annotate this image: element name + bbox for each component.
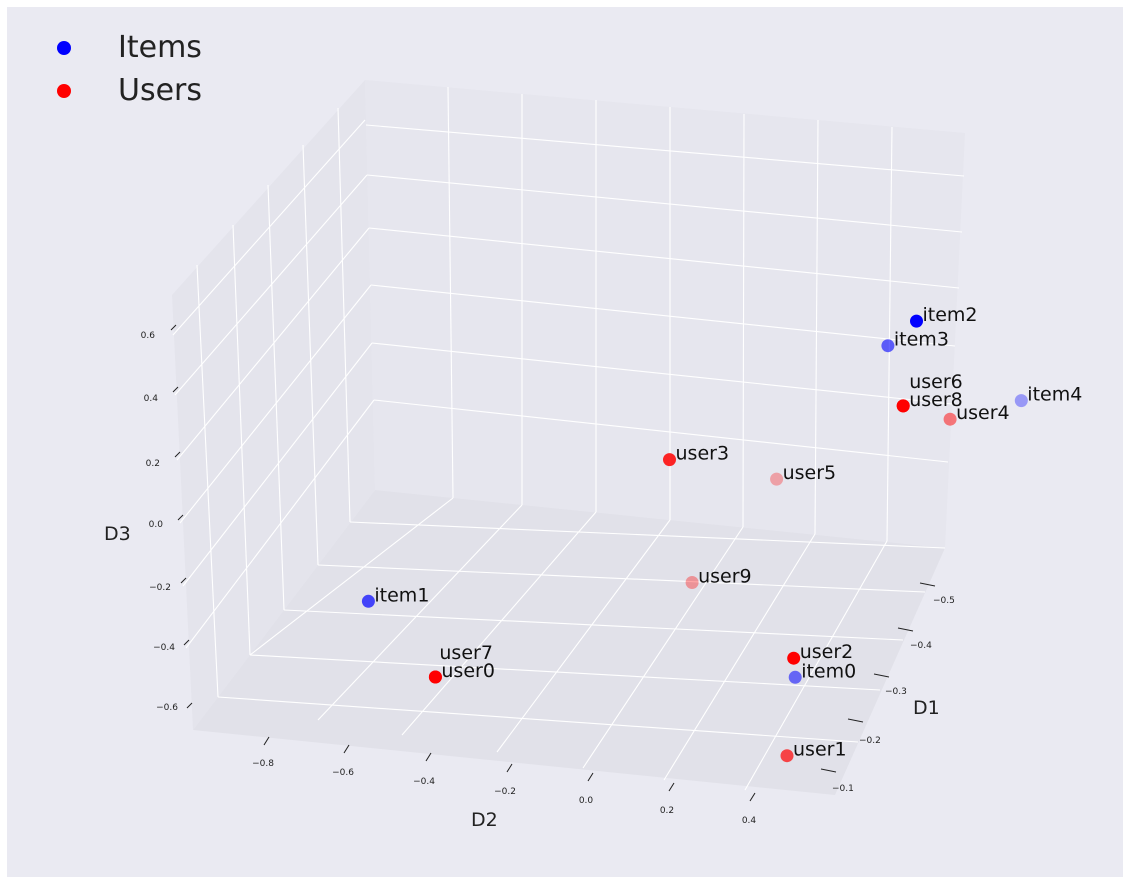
point-label-user1: user1 xyxy=(793,739,847,761)
point-label-item2: item2 xyxy=(923,304,978,326)
d3-tick-labels: 0.6 0.4 0.2 0.0 −0.2 −0.4 −0.6 xyxy=(141,331,179,713)
d1-axis-label: D1 xyxy=(913,697,940,719)
d2-tick-labels: −0.8 −0.6 −0.4 −0.2 0.0 0.2 0.4 xyxy=(252,759,756,826)
data-point-user3 xyxy=(663,453,676,467)
point-label-user5: user5 xyxy=(783,462,837,484)
d1-tick-label: −0.5 xyxy=(933,596,955,606)
point-label-item0: item0 xyxy=(801,660,856,682)
d3-tick-label: −0.4 xyxy=(153,643,175,653)
d2-axis-label: D2 xyxy=(471,809,498,831)
d3-tick-label: 0.4 xyxy=(144,394,159,404)
legend-marker-items xyxy=(57,41,71,55)
point-label-item4: item4 xyxy=(1027,384,1082,406)
d2-tick-label: 0.2 xyxy=(660,806,674,816)
d3-tick-label: −0.6 xyxy=(156,703,178,713)
d3-tick-label: 0.0 xyxy=(149,520,164,530)
data-point-item2 xyxy=(910,314,923,328)
data-point-user9 xyxy=(685,576,699,589)
data-points: item0 item1 item2 item3 item4 user0 user1 user2… xyxy=(361,304,1082,763)
d3-tick-label: 0.6 xyxy=(141,331,156,341)
floor-pane xyxy=(193,490,945,795)
side-pane-d2d3 xyxy=(172,80,375,730)
point-label-user2: user2 xyxy=(800,641,854,663)
d2-tick-label: −0.4 xyxy=(413,777,435,787)
d2-tick-label: −0.8 xyxy=(252,759,274,769)
d2-tick-label: 0.0 xyxy=(579,796,594,806)
data-point-user5 xyxy=(770,472,784,486)
tick-marks xyxy=(170,324,936,802)
point-label-user0: user0 xyxy=(441,660,495,682)
d3-tick-label: 0.2 xyxy=(146,459,160,469)
d1-tick-label: −0.3 xyxy=(885,687,907,697)
point-label-item3: item3 xyxy=(894,329,949,351)
point-label-user3: user3 xyxy=(676,443,730,465)
data-point-user1 xyxy=(780,749,794,763)
legend-label-items: Items xyxy=(118,30,202,65)
legend: Items Users xyxy=(57,30,202,108)
gridlines xyxy=(172,86,965,791)
d2-tick-label: 0.4 xyxy=(742,816,757,826)
data-point-item4 xyxy=(1014,394,1028,408)
d3-axis-label: D3 xyxy=(104,523,131,545)
point-label-user6: user6 xyxy=(909,371,963,393)
data-point-user7 xyxy=(428,670,442,684)
data-point-item0 xyxy=(788,670,802,684)
legend-label-users: Users xyxy=(118,73,202,108)
point-label-user4: user4 xyxy=(956,402,1010,424)
d2-tick-label: −0.6 xyxy=(332,768,354,778)
back-pane-d1d3 xyxy=(365,80,965,548)
data-point-item3 xyxy=(881,339,895,353)
d1-tick-label: −0.4 xyxy=(910,641,932,651)
data-point-user2 xyxy=(787,651,801,665)
d1-tick-labels: −0.5 −0.4 −0.3 −0.2 −0.1 xyxy=(832,596,955,794)
d3-tick-label: −0.2 xyxy=(149,583,171,593)
point-label-user7: user7 xyxy=(439,642,493,664)
d2-tick-label: −0.2 xyxy=(494,787,516,797)
d1-tick-label: −0.2 xyxy=(859,736,881,746)
data-point-item1 xyxy=(361,594,375,608)
point-label-user9: user9 xyxy=(698,566,752,588)
d1-tick-label: −0.1 xyxy=(832,784,854,794)
legend-marker-users xyxy=(57,84,71,98)
point-label-item1: item1 xyxy=(374,584,429,606)
point-label-user8: user8 xyxy=(909,389,963,411)
data-point-user8 xyxy=(896,399,910,413)
data-point-user4 xyxy=(943,412,957,426)
